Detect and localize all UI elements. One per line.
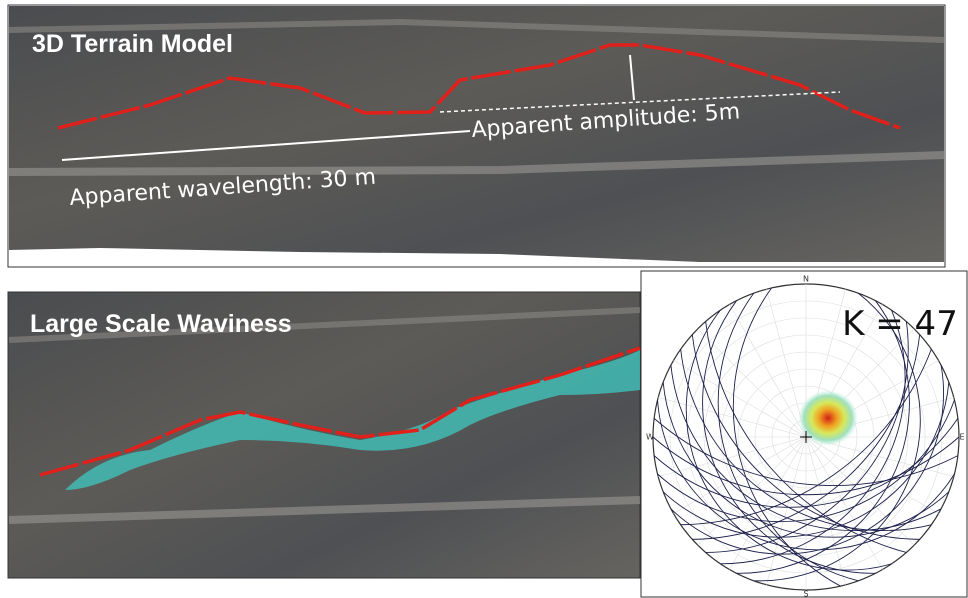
waviness-panel: Large Scale Waviness: [8, 292, 640, 578]
terrain-panel: 3D Terrain Model Apparent amplitude: 5m …: [8, 5, 945, 267]
direction: N: [803, 275, 809, 284]
direction: E: [959, 433, 964, 442]
figure: 3D Terrain Model Apparent amplitude: 5m …: [0, 0, 968, 598]
stereonet: K = 47 N S E W: [641, 271, 967, 598]
panel-title: Large Scale Waviness: [30, 310, 292, 338]
panel-title: 3D Terrain Model: [32, 30, 233, 58]
direction: W: [646, 433, 654, 442]
direction: S: [803, 590, 808, 598]
density-contour: [798, 390, 858, 446]
k-label: K = 47: [842, 304, 958, 344]
